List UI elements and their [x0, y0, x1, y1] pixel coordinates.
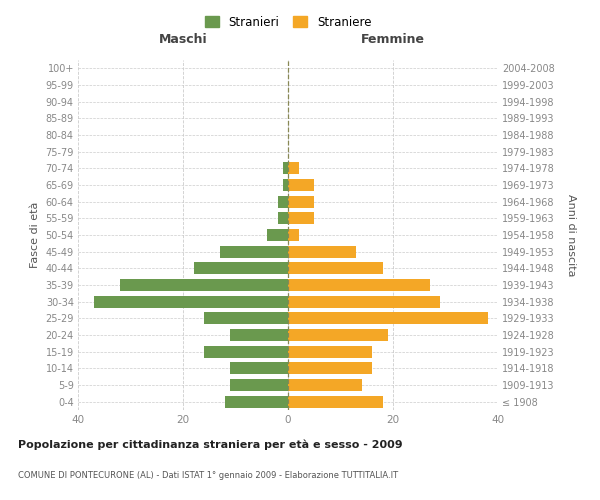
Bar [193, 262, 288, 274]
Bar [288, 396, 383, 407]
Bar [288, 362, 372, 374]
Text: Maschi: Maschi [158, 33, 208, 46]
Bar [94, 296, 288, 308]
Bar [230, 329, 288, 341]
Bar [277, 212, 288, 224]
Y-axis label: Anni di nascita: Anni di nascita [566, 194, 576, 276]
Text: Popolazione per cittadinanza straniera per età e sesso - 2009: Popolazione per cittadinanza straniera p… [18, 440, 403, 450]
Bar [120, 279, 288, 291]
Text: Femmine: Femmine [361, 33, 425, 46]
Bar [288, 262, 383, 274]
Bar [288, 212, 314, 224]
Bar [288, 229, 299, 241]
Bar [288, 329, 388, 341]
Bar [225, 396, 288, 407]
Bar [220, 246, 288, 258]
Bar [283, 179, 288, 191]
Bar [283, 162, 288, 174]
Bar [204, 346, 288, 358]
Bar [288, 346, 372, 358]
Text: COMUNE DI PONTECURONE (AL) - Dati ISTAT 1° gennaio 2009 - Elaborazione TUTTITALI: COMUNE DI PONTECURONE (AL) - Dati ISTAT … [18, 471, 398, 480]
Bar [288, 196, 314, 207]
Bar [230, 379, 288, 391]
Bar [288, 312, 487, 324]
Y-axis label: Fasce di età: Fasce di età [30, 202, 40, 268]
Bar [267, 229, 288, 241]
Bar [288, 179, 314, 191]
Bar [204, 312, 288, 324]
Bar [288, 246, 356, 258]
Bar [288, 279, 430, 291]
Bar [230, 362, 288, 374]
Bar [288, 162, 299, 174]
Legend: Stranieri, Straniere: Stranieri, Straniere [200, 11, 376, 34]
Bar [288, 379, 361, 391]
Bar [277, 196, 288, 207]
Bar [288, 296, 440, 308]
